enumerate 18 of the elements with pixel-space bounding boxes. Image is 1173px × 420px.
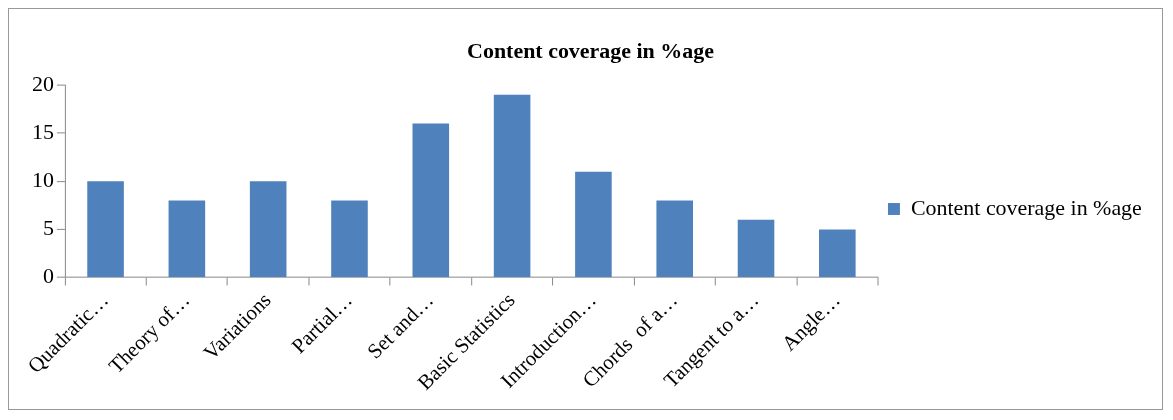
bar (737, 219, 775, 278)
chart-title: Content coverage in %age (467, 37, 715, 63)
y-tick-label: 20 (31, 70, 54, 96)
y-tick-label: 15 (31, 118, 54, 144)
y-tick-label: 0 (42, 263, 54, 289)
bar (87, 181, 124, 278)
y-tick-label: 10 (31, 167, 54, 193)
bar (819, 229, 856, 278)
x-tick-label: Set and… (362, 287, 439, 364)
bar (331, 200, 368, 278)
bar (412, 123, 450, 278)
bar (575, 171, 612, 278)
y-tick-label: 5 (42, 215, 54, 241)
bar (493, 94, 531, 278)
bar (656, 200, 693, 278)
legend-label: Content coverage in %age (910, 194, 1142, 220)
bar (249, 181, 287, 278)
bar (168, 200, 206, 278)
